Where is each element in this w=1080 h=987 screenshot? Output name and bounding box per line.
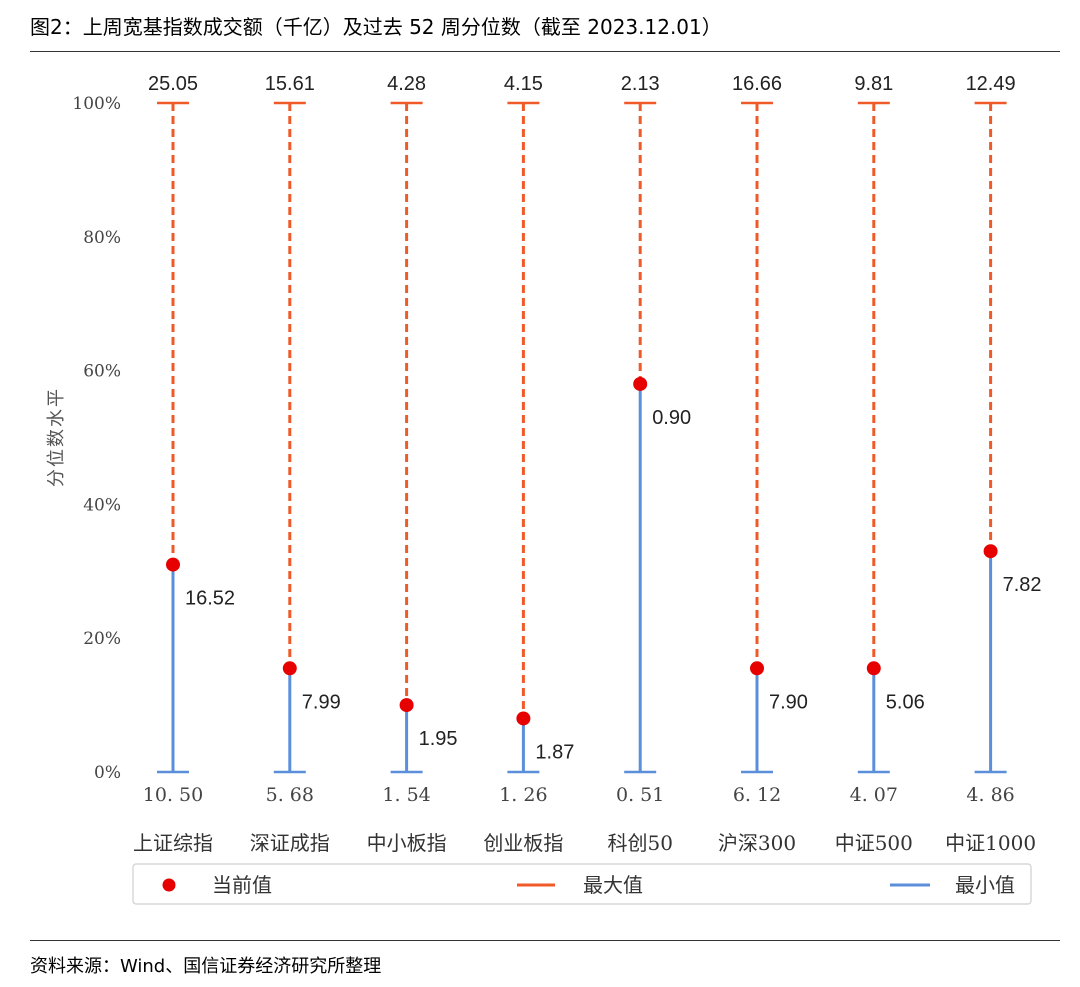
x-category-label: 中证1000 bbox=[945, 831, 1036, 855]
figure-title: 图2：上周宽基指数成交额（千亿）及过去 52 周分位数（截至 2023.12.0… bbox=[30, 15, 722, 39]
current-point bbox=[516, 711, 531, 726]
current-point bbox=[750, 661, 764, 676]
current-point bbox=[282, 661, 297, 676]
max-value-label: 16.66 bbox=[732, 73, 782, 95]
y-tick-label: 20% bbox=[83, 629, 121, 649]
max-value-label: 25.05 bbox=[148, 73, 198, 95]
current-point bbox=[399, 698, 414, 713]
current-value-label: 1.95 bbox=[419, 728, 458, 750]
max-value-label: 12.49 bbox=[966, 73, 1016, 95]
source-note: 资料来源：Wind、国信证券经济研究所整理 bbox=[30, 956, 382, 977]
percentile-chart: 0% 20% 40% 60% 80% 100% 分位数水平 25.05 16.52 10. 50… bbox=[46, 73, 1042, 905]
legend-min-label: 最小值 bbox=[955, 873, 1015, 897]
current-point bbox=[866, 661, 881, 676]
y-tick-label: 100% bbox=[72, 94, 121, 114]
max-value-label: 2.13 bbox=[621, 73, 660, 95]
min-value-label: 10. 50 bbox=[143, 784, 203, 806]
current-value-label: 7.82 bbox=[1003, 574, 1042, 596]
max-value-label: 4.28 bbox=[387, 73, 426, 95]
x-category-label: 中证500 bbox=[835, 831, 913, 855]
current-value-label: 0.90 bbox=[652, 407, 691, 429]
max-value-label: 4.15 bbox=[504, 73, 543, 95]
current-value-label: 1.87 bbox=[535, 741, 574, 763]
current-value-label: 16.52 bbox=[185, 588, 235, 610]
x-category-label: 中小板指 bbox=[367, 831, 447, 855]
min-value-label: 5. 68 bbox=[266, 784, 314, 806]
current-value-label: 5.06 bbox=[886, 691, 925, 713]
min-value-label: 1. 26 bbox=[499, 784, 547, 806]
current-value-label: 7.99 bbox=[302, 691, 341, 713]
current-point bbox=[983, 544, 998, 559]
min-value-label: 4. 07 bbox=[850, 784, 898, 806]
max-value-label: 15.61 bbox=[265, 73, 315, 95]
legend-current-marker bbox=[162, 878, 176, 892]
min-value-label: 4. 86 bbox=[966, 784, 1014, 806]
legend-max-label: 最大值 bbox=[583, 873, 643, 897]
x-category-label: 深证成指 bbox=[250, 831, 330, 855]
axis-layer: 0% 20% 40% 60% 80% 100% 分位数水平 bbox=[46, 94, 121, 783]
min-value-label: 1. 54 bbox=[382, 784, 430, 806]
y-tick-label: 40% bbox=[83, 495, 121, 515]
current-value-label: 7.90 bbox=[769, 691, 808, 713]
x-category-label: 科创50 bbox=[607, 831, 672, 855]
y-axis-label: 分位数水平 bbox=[46, 387, 67, 487]
y-tick-label: 0% bbox=[94, 763, 121, 783]
labels-layer: 25.05 16.52 10. 50 上证综指 15.61 7.99 5. 68 深证成指 4.… bbox=[133, 73, 1042, 855]
legend-current-label: 当前值 bbox=[212, 873, 272, 897]
y-tick-label: 80% bbox=[83, 228, 121, 248]
max-value-label: 9.81 bbox=[854, 73, 893, 95]
lines-layer bbox=[157, 101, 1007, 774]
y-tick-label: 60% bbox=[83, 362, 121, 382]
legend-frame bbox=[132, 863, 1032, 905]
min-value-label: 0. 51 bbox=[616, 784, 664, 806]
x-category-label: 沪深300 bbox=[718, 831, 796, 855]
title-rule bbox=[30, 51, 1060, 52]
legend: 当前值 最大值 最小值 bbox=[132, 863, 1032, 905]
min-value-label: 6. 12 bbox=[733, 784, 781, 806]
source-rule bbox=[30, 940, 1060, 941]
x-category-label: 上证综指 bbox=[133, 831, 213, 855]
current-point bbox=[166, 557, 180, 572]
x-category-label: 创业板指 bbox=[483, 831, 563, 855]
current-point bbox=[633, 376, 648, 391]
